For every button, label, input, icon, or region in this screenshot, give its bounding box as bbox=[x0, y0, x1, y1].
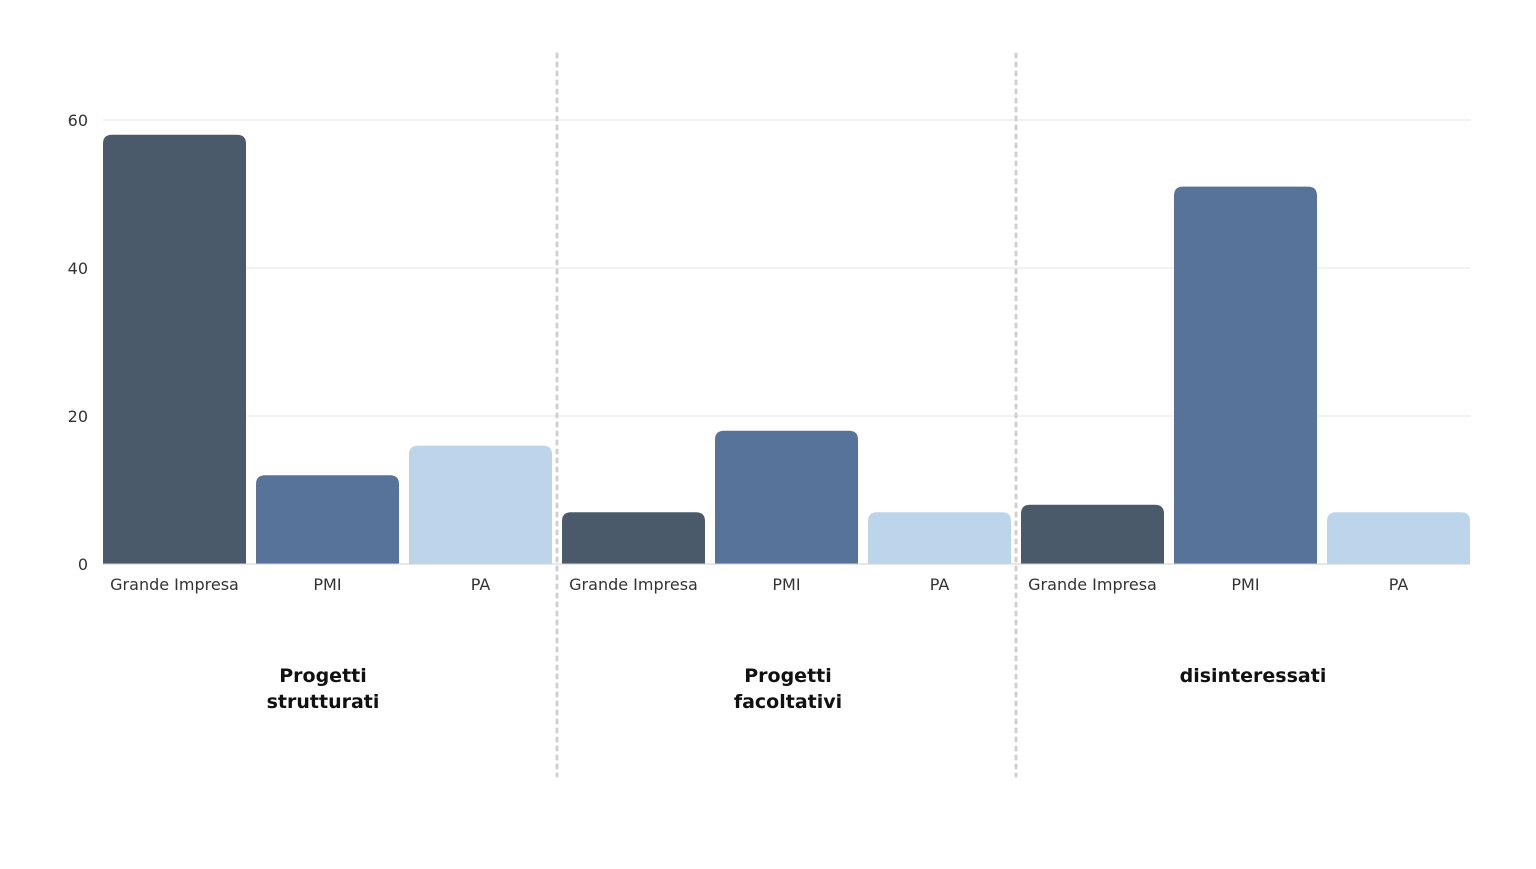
axis: 0 20 40 60 bbox=[68, 111, 1470, 574]
y-tick-label: 40 bbox=[68, 259, 88, 278]
x-tick-label: Grande Impresa bbox=[1028, 575, 1157, 594]
y-tick-label: 0 bbox=[78, 555, 88, 574]
x-tick-label: PA bbox=[1389, 575, 1409, 594]
bar bbox=[715, 430, 858, 564]
bars bbox=[103, 134, 1470, 565]
x-tick-label: Grande Impresa bbox=[110, 575, 239, 594]
group-label: disinteressati bbox=[1180, 665, 1327, 687]
labels: Grande Impresa PMI PA Grande Impresa PMI PA Gr… bbox=[110, 575, 1408, 713]
x-tick-label: Grande Impresa bbox=[569, 575, 698, 594]
x-tick-label: PMI bbox=[313, 575, 341, 594]
y-tick-label: 20 bbox=[68, 407, 88, 426]
y-tick-label: 60 bbox=[68, 111, 88, 130]
x-tick-label: PA bbox=[471, 575, 491, 594]
x-tick-label: PMI bbox=[1231, 575, 1259, 594]
bar bbox=[409, 445, 552, 564]
bar bbox=[868, 512, 1011, 564]
bar bbox=[1327, 512, 1470, 564]
x-tick-label: PA bbox=[930, 575, 950, 594]
group-dividers bbox=[555, 52, 1018, 778]
bar bbox=[103, 134, 246, 565]
bar bbox=[562, 512, 705, 564]
bar bbox=[1174, 186, 1317, 564]
bar bbox=[1021, 504, 1164, 564]
x-tick-label: PMI bbox=[772, 575, 800, 594]
bar bbox=[256, 475, 399, 564]
group-label: Progetti strutturati bbox=[267, 665, 380, 713]
group-label: Progetti facoltativi bbox=[734, 665, 842, 713]
